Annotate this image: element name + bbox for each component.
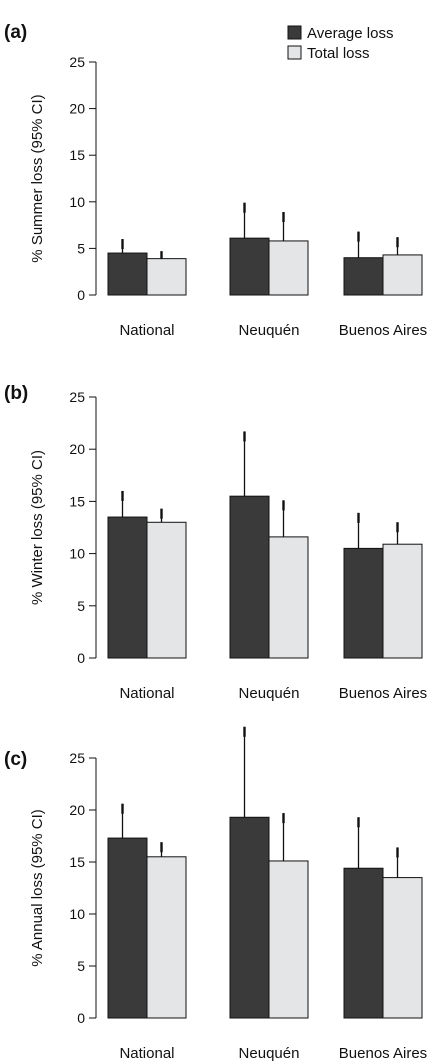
bar-average-loss (229, 816, 270, 1019)
legend-label: Average loss (307, 25, 393, 42)
bar-total-loss (382, 254, 423, 296)
category-label: National (119, 685, 174, 702)
bar-average-loss (343, 867, 384, 1019)
y-axis-label: % Summer loss (95% CI) (29, 94, 46, 262)
panel-label: (b) (4, 383, 28, 404)
y-tick-label: 10 (69, 906, 85, 922)
category-label: Buenos Aires (339, 1045, 427, 1062)
bar-average-loss (229, 495, 270, 659)
y-tick-label: 10 (69, 546, 85, 562)
y-tick-label: 25 (69, 389, 85, 405)
y-tick-label: 10 (69, 194, 85, 210)
panel-b: (b) 0 5 10 15 20 25 % Winter loss (95% CI) Natio… (4, 383, 427, 702)
category-label: Buenos Aires (339, 685, 427, 702)
y-tick-label: 0 (77, 650, 85, 666)
y-axis-label: % Annual loss (95% CI) (29, 809, 46, 967)
panel-a: (a) 0 5 10 15 20 25 % Summer loss (95% CI) Natio… (4, 22, 427, 339)
bar-average-loss (107, 837, 148, 1019)
legend: Average loss Total loss (287, 25, 393, 62)
bar-total-loss (268, 536, 309, 659)
bar-total-loss (146, 856, 187, 1019)
category-label: Neuquén (239, 685, 300, 702)
y-tick-label: 20 (69, 802, 85, 818)
y-tick-label: 5 (77, 958, 85, 974)
category-label: National (119, 1045, 174, 1062)
bar-average-loss (229, 237, 270, 296)
panel-label: (c) (4, 749, 27, 770)
category-label: National (119, 322, 174, 339)
category-label: Buenos Aires (339, 322, 427, 339)
bar-total-loss (382, 543, 423, 659)
y-tick-label: 20 (69, 441, 85, 457)
y-tick-label: 20 (69, 101, 85, 117)
bar-total-loss (268, 240, 309, 296)
y-tick-label: 0 (77, 1010, 85, 1026)
y-tick-label: 5 (77, 598, 85, 614)
category-label: Neuquén (239, 322, 300, 339)
category-label: Neuquén (239, 1045, 300, 1062)
y-tick-label: 15 (69, 854, 85, 870)
y-tick-label: 25 (69, 750, 85, 766)
y-tick-label: 15 (69, 493, 85, 509)
y-tick-label: 15 (69, 147, 85, 163)
legend-swatch-total (287, 45, 302, 60)
bar-average-loss (107, 252, 148, 296)
bar-total-loss (382, 877, 423, 1019)
bar-total-loss (146, 521, 187, 659)
bar-total-loss (268, 860, 309, 1019)
y-tick-label: 5 (77, 240, 85, 256)
y-tick-label: 25 (69, 54, 85, 70)
bar-average-loss (343, 257, 384, 296)
y-axis-label: % Winter loss (95% CI) (29, 450, 46, 605)
bar-total-loss (146, 258, 187, 296)
y-tick-label: 0 (77, 287, 85, 303)
bar-average-loss (107, 516, 148, 659)
panel-label: (a) (4, 22, 27, 43)
legend-label: Total loss (307, 45, 370, 62)
legend-swatch-average (287, 25, 302, 40)
panel-c: (c) 0 5 10 15 20 25 % Annual loss (95% CI) Natio… (4, 726, 427, 1062)
bar-average-loss (343, 547, 384, 659)
